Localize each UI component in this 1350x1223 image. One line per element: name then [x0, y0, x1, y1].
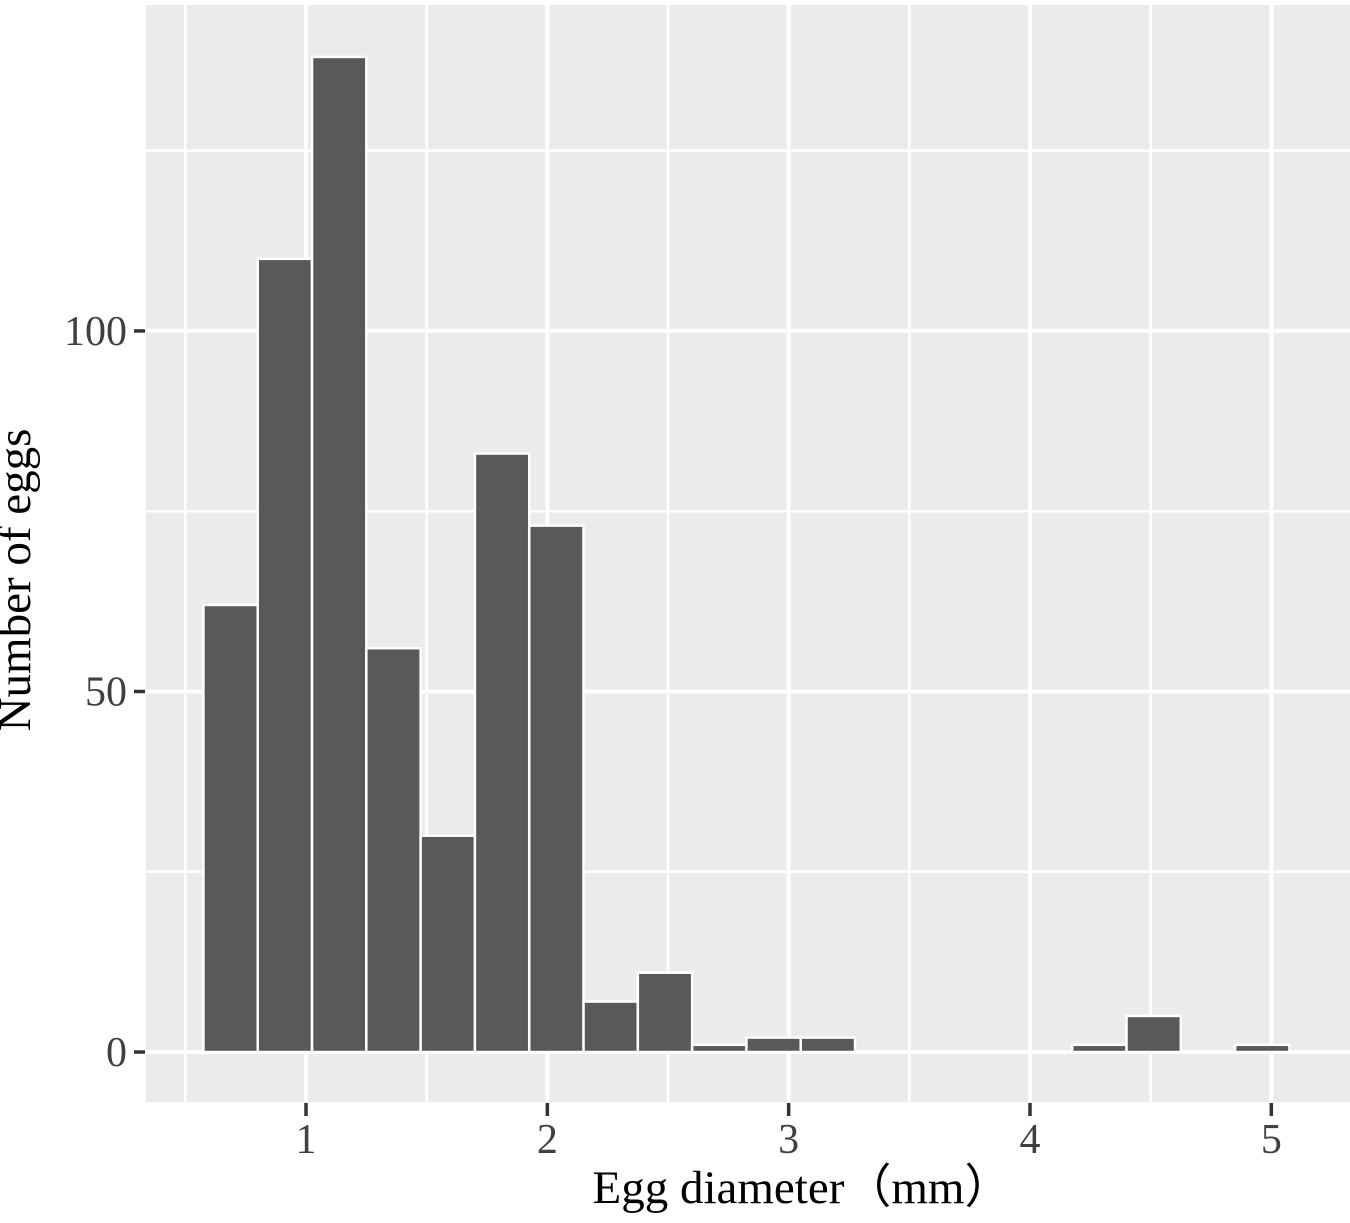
- histogram-bar: [256, 257, 314, 1054]
- histogram-bar: [1070, 1043, 1128, 1054]
- y-tick-label: 100: [64, 309, 127, 355]
- histogram-bar: [310, 55, 368, 1054]
- y-axis-title: Number of eggs: [0, 429, 41, 732]
- y-tick-label: 0: [106, 1030, 127, 1076]
- histogram-bar: [582, 1000, 640, 1054]
- histogram-bar: [1125, 1014, 1183, 1054]
- x-tick-label: 2: [537, 1117, 558, 1163]
- x-tick-label: 1: [296, 1117, 317, 1163]
- x-axis-title: Egg diameter（mm）: [593, 1162, 1012, 1214]
- histogram-bar: [690, 1043, 748, 1054]
- x-tick-label: 4: [1019, 1117, 1040, 1163]
- histogram-bar: [799, 1036, 857, 1054]
- histogram-bar: [636, 971, 694, 1054]
- y-tick-label: 50: [85, 669, 127, 715]
- x-tick-label: 3: [778, 1117, 799, 1163]
- x-tick-label: 5: [1261, 1117, 1282, 1163]
- histogram-bar: [1233, 1043, 1291, 1054]
- histogram-bar: [202, 603, 259, 1054]
- histogram-bar: [473, 452, 531, 1054]
- histogram-bar: [419, 834, 477, 1054]
- histogram-bar: [365, 646, 422, 1054]
- histogram-bar: [527, 524, 585, 1054]
- histogram-bar: [745, 1036, 802, 1054]
